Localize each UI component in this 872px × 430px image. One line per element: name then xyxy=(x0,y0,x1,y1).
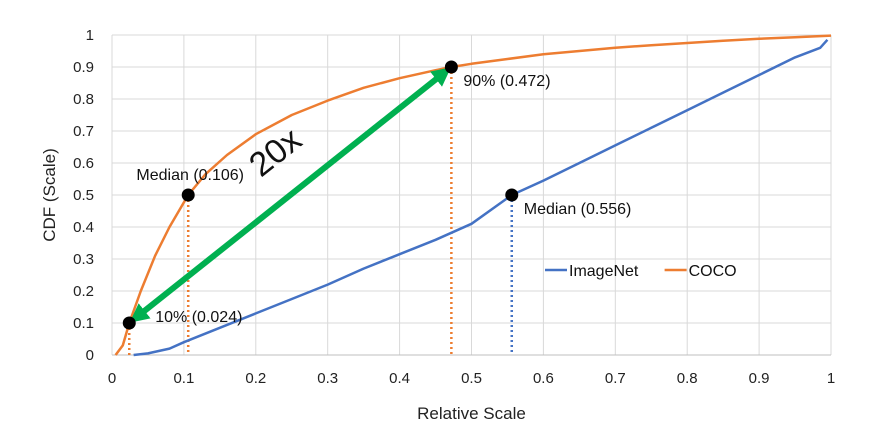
x-tick-label: 1 xyxy=(827,370,835,387)
tick-labels: 0 0.1 0.2 0.3 0.4 0.5 0.6 0.7 0.8 0.9 1 0 0.1 0.2 0.3 0… xyxy=(73,27,835,387)
coco-10pct-point xyxy=(122,316,136,330)
imagenet-median-label: Median (0.556) xyxy=(524,201,632,218)
coco-90pct-point xyxy=(444,60,458,74)
legend-label-imagenet: ImageNet xyxy=(569,263,639,280)
ratio-arrow-line xyxy=(129,67,452,323)
x-tick-label: 0 xyxy=(108,370,116,387)
ratio-label: 20x xyxy=(242,120,309,184)
x-tick-label: 0.8 xyxy=(677,370,698,387)
y-tick-label: 1 xyxy=(86,27,94,44)
x-tick-label: 0.4 xyxy=(389,370,410,387)
coco-90pct-label: 90% (0.472) xyxy=(463,73,550,90)
y-tick-label: 0.6 xyxy=(73,155,94,172)
x-tick-label: 0.9 xyxy=(749,370,770,387)
y-tick-label: 0.2 xyxy=(73,283,94,300)
legend: ImageNet COCO xyxy=(545,263,737,280)
coco-10pct-label: 10% (0.024) xyxy=(155,309,242,326)
x-tick-label: 0.1 xyxy=(173,370,194,387)
x-tick-label: 0.7 xyxy=(605,370,626,387)
x-axis-label: Relative Scale xyxy=(417,404,526,423)
y-tick-label: 0.1 xyxy=(73,315,94,332)
markers: Median (0.106) 10% (0.024) 90% (0.472) Medi… xyxy=(122,60,632,330)
coco-median-point xyxy=(181,188,195,202)
y-tick-label: 0 xyxy=(86,347,94,364)
imagenet-median-point xyxy=(505,188,519,202)
x-tick-label: 0.2 xyxy=(245,370,266,387)
y-tick-label: 0.7 xyxy=(73,123,94,140)
coco-median-label: Median (0.106) xyxy=(136,167,244,184)
y-tick-label: 0.3 xyxy=(73,251,94,268)
y-tick-label: 0.9 xyxy=(73,59,94,76)
y-tick-label: 0.4 xyxy=(73,219,94,236)
legend-label-coco: COCO xyxy=(689,263,737,280)
series-line-imagenet xyxy=(133,38,829,357)
x-tick-label: 0.3 xyxy=(317,370,338,387)
y-tick-label: 0.8 xyxy=(73,91,94,108)
x-tick-label: 0.6 xyxy=(533,370,554,387)
y-axis-label: CDF (Scale) xyxy=(40,148,59,242)
y-tick-label: 0.5 xyxy=(73,187,94,204)
x-tick-label: 0.5 xyxy=(461,370,482,387)
